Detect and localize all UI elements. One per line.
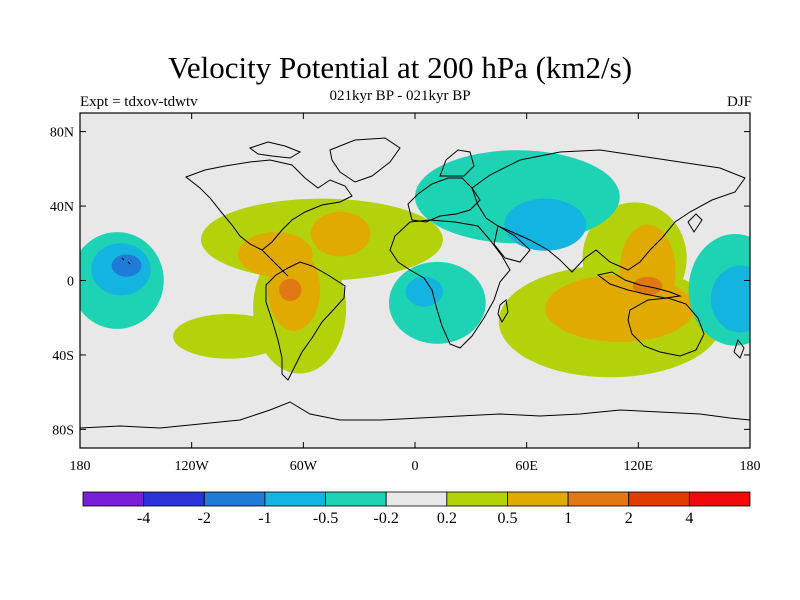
colorbar-label: 0.2 (437, 510, 457, 527)
colorbar-label: -4 (137, 510, 150, 527)
map-title: Velocity Potential at 200 hPa (km2/s) (167, 50, 633, 85)
coastline-antarctica (80, 401, 750, 429)
colorbar-bin (82, 491, 145, 507)
field-region (279, 278, 302, 301)
colorbar: -4 -2 -1 -0.5 -0.2 0.2 0.5 1 2 4 (82, 491, 751, 527)
coastline-arctic-islands (248, 141, 302, 159)
colorbar-label: -0.2 (374, 510, 399, 527)
field-region (310, 211, 371, 257)
colorbar-bin (203, 491, 266, 507)
coastline-scandinavia (439, 149, 475, 177)
coastline-madagascar (497, 299, 509, 324)
y-tick-label: 40N (50, 200, 74, 215)
x-tick-label: 180 (70, 459, 91, 474)
x-tick-label: 0 (412, 459, 419, 474)
colorbar-bin (688, 491, 751, 507)
field-region (173, 314, 285, 359)
colorbar-bin (446, 491, 508, 507)
colorbar-bin (385, 491, 448, 507)
colorbar-label: 0.5 (497, 510, 517, 527)
colorbar-bin (628, 491, 690, 507)
velocity-potential-field (80, 150, 750, 378)
field-region (504, 198, 587, 251)
y-tick-label: 80N (50, 126, 74, 141)
coastline-africa (389, 219, 511, 349)
experiment-label: Expt = tdxov-tdwtv (80, 94, 198, 110)
colorbar-label: -0.5 (313, 510, 338, 527)
coastline-australia (627, 297, 705, 357)
y-tick-label: 0 (67, 275, 74, 290)
colorbar-label: -2 (198, 510, 211, 527)
coastline-maritime-continent (596, 271, 682, 299)
field-region (619, 224, 676, 318)
coastline-central-america (261, 249, 289, 277)
coastline-south-america (265, 261, 346, 381)
colorbar-label: -1 (258, 510, 271, 527)
colorbar-bin (567, 491, 630, 507)
x-tick-label: 60W (290, 459, 318, 474)
colorbar-label: 1 (564, 510, 572, 527)
y-tick-label: 80S (52, 423, 74, 438)
map-subtitle: 021kyr BP - 021kyr BP (329, 88, 471, 104)
field-region (405, 276, 443, 307)
x-tick-label: 60E (515, 459, 538, 474)
y-tick-label: 40S (52, 349, 74, 364)
coastline-arabia (493, 225, 531, 263)
coastline-pacific-islands (121, 257, 131, 265)
coastlines (80, 137, 750, 429)
colorbar-bin (325, 491, 387, 507)
map-axes: 180 120W 60W 0 60E 120E 180 80N 40N 0 40S 80S (50, 113, 761, 474)
coastline-japan (687, 213, 703, 233)
coastline-asia (471, 149, 746, 273)
x-tick-label: 120E (624, 459, 654, 474)
x-tick-label: 120W (175, 459, 210, 474)
coastline-new-zealand (733, 338, 745, 359)
season-label: DJF (726, 94, 752, 110)
colorbar-label: 2 (625, 510, 633, 527)
field-region (111, 254, 142, 277)
field-region (388, 261, 486, 344)
colorbar-bin (507, 491, 569, 507)
coastline-greenland (329, 137, 401, 183)
colorbar-bin (264, 491, 326, 507)
colorbar-label: 4 (685, 510, 693, 527)
colorbar-bin (143, 491, 205, 507)
coastline-north-america (184, 159, 353, 251)
field-region (710, 265, 750, 333)
x-tick-label: 180 (740, 459, 761, 474)
